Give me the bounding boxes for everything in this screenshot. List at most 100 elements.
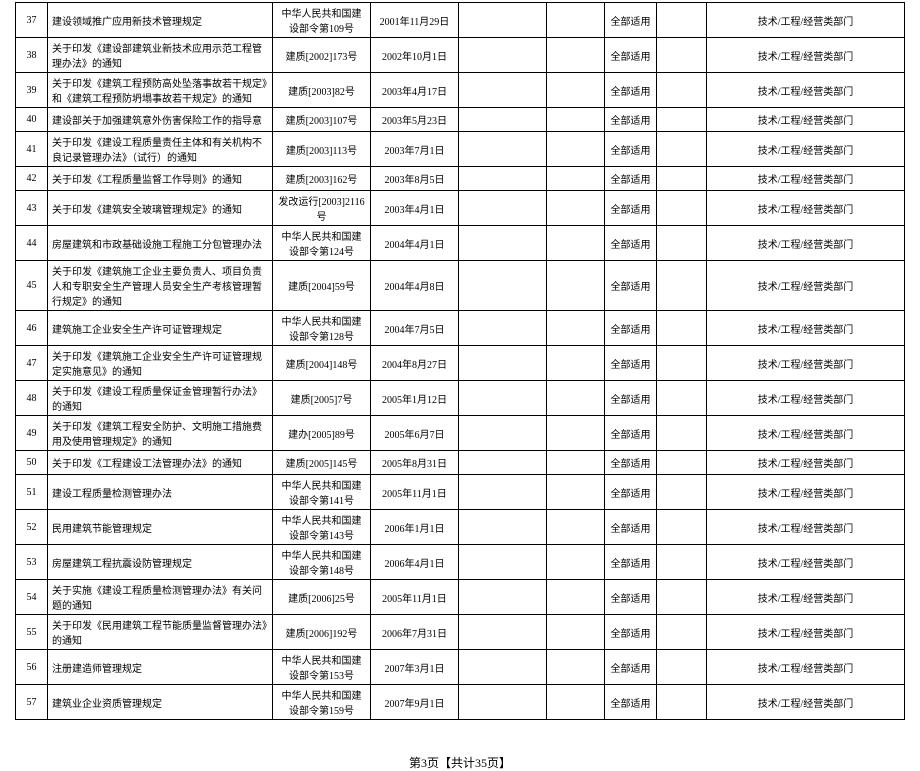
row-index: 40 xyxy=(16,108,48,132)
row-col-e xyxy=(459,685,547,720)
row-col-f xyxy=(547,3,605,38)
row-date: 2006年7月31日 xyxy=(371,615,459,650)
row-date: 2003年4月1日 xyxy=(371,191,459,226)
row-col-f xyxy=(547,685,605,720)
row-title: 建设部关于加强建筑意外伤害保险工作的指导意 xyxy=(48,108,273,132)
row-scope: 全部适用 xyxy=(605,191,657,226)
row-title: 关于印发《建筑施工企业主要负责人、项目负责人和专职安全生产管理人员安全生产考核管… xyxy=(48,261,273,311)
row-col-h xyxy=(657,226,707,261)
row-docnum: 中华人民共和国建设部令第141号 xyxy=(273,475,371,510)
row-col-h xyxy=(657,451,707,475)
row-index: 57 xyxy=(16,685,48,720)
row-dept: 技术/工程/经营类部门 xyxy=(707,191,905,226)
regulation-table: 37建设领域推广应用新技术管理规定中华人民共和国建设部令第109号2001年11… xyxy=(15,2,905,720)
row-docnum: 建质[2004]148号 xyxy=(273,346,371,381)
row-scope: 全部适用 xyxy=(605,416,657,451)
row-index: 44 xyxy=(16,226,48,261)
table-row: 49关于印发《建筑工程安全防护、文明施工措施费用及使用管理规定》的通知建办[20… xyxy=(16,416,905,451)
row-col-h xyxy=(657,167,707,191)
row-col-h xyxy=(657,381,707,416)
row-dept: 技术/工程/经营类部门 xyxy=(707,510,905,545)
table-row: 39关于印发《建筑工程预防高处坠落事故若干规定》和《建筑工程预防坍塌事故若干规定… xyxy=(16,73,905,108)
row-col-e xyxy=(459,381,547,416)
row-col-h xyxy=(657,580,707,615)
row-col-f xyxy=(547,261,605,311)
table-row: 50关于印发《工程建设工法管理办法》的通知建质[2005]145号2005年8月… xyxy=(16,451,905,475)
row-col-e xyxy=(459,650,547,685)
row-scope: 全部适用 xyxy=(605,451,657,475)
table-row: 45关于印发《建筑施工企业主要负责人、项目负责人和专职安全生产管理人员安全生产考… xyxy=(16,261,905,311)
row-docnum: 建质[2005]145号 xyxy=(273,451,371,475)
row-col-f xyxy=(547,73,605,108)
row-title: 房屋建筑工程抗震设防管理规定 xyxy=(48,545,273,580)
row-col-h xyxy=(657,191,707,226)
row-col-e xyxy=(459,510,547,545)
row-date: 2001年11月29日 xyxy=(371,3,459,38)
row-dept: 技术/工程/经营类部门 xyxy=(707,615,905,650)
row-col-f xyxy=(547,346,605,381)
row-col-h xyxy=(657,311,707,346)
row-title: 关于实施《建设工程质量检测管理办法》有关问题的通知 xyxy=(48,580,273,615)
row-dept: 技术/工程/经营类部门 xyxy=(707,545,905,580)
row-col-h xyxy=(657,545,707,580)
row-col-f xyxy=(547,545,605,580)
row-title: 房屋建筑和市政基础设施工程施工分包管理办法 xyxy=(48,226,273,261)
table-row: 54关于实施《建设工程质量检测管理办法》有关问题的通知建质[2006]25号20… xyxy=(16,580,905,615)
row-date: 2007年3月1日 xyxy=(371,650,459,685)
row-col-e xyxy=(459,226,547,261)
row-col-h xyxy=(657,615,707,650)
row-docnum: 中华人民共和国建设部令第124号 xyxy=(273,226,371,261)
row-date: 2003年8月5日 xyxy=(371,167,459,191)
row-date: 2005年11月1日 xyxy=(371,475,459,510)
table-row: 38关于印发《建设部建筑业新技术应用示范工程管理办法》的通知建质[2002]17… xyxy=(16,38,905,73)
row-docnum: 建质[2003]113号 xyxy=(273,132,371,167)
row-docnum: 中华人民共和国建设部令第128号 xyxy=(273,311,371,346)
row-docnum: 建办[2005]89号 xyxy=(273,416,371,451)
row-title: 关于印发《建筑施工企业安全生产许可证管理规定实施意见》的通知 xyxy=(48,346,273,381)
row-scope: 全部适用 xyxy=(605,311,657,346)
row-docnum: 中华人民共和国建设部令第148号 xyxy=(273,545,371,580)
row-dept: 技术/工程/经营类部门 xyxy=(707,381,905,416)
row-col-h xyxy=(657,475,707,510)
table-row: 42关于印发《工程质量监督工作导则》的通知建质[2003]162号2003年8月… xyxy=(16,167,905,191)
row-col-e xyxy=(459,311,547,346)
row-title: 建设领域推广应用新技术管理规定 xyxy=(48,3,273,38)
row-col-f xyxy=(547,311,605,346)
table-row: 51建设工程质量检测管理办法中华人民共和国建设部令第141号2005年11月1日… xyxy=(16,475,905,510)
row-title: 关于印发《建设工程质量保证金管理暂行办法》的通知 xyxy=(48,381,273,416)
row-col-f xyxy=(547,580,605,615)
row-date: 2004年4月1日 xyxy=(371,226,459,261)
table-row: 47关于印发《建筑施工企业安全生产许可证管理规定实施意见》的通知建质[2004]… xyxy=(16,346,905,381)
row-index: 37 xyxy=(16,3,48,38)
row-dept: 技术/工程/经营类部门 xyxy=(707,346,905,381)
row-index: 47 xyxy=(16,346,48,381)
table-row: 43关于印发《建筑安全玻璃管理规定》的通知发改运行[2003]2116号2003… xyxy=(16,191,905,226)
row-dept: 技术/工程/经营类部门 xyxy=(707,132,905,167)
row-docnum: 中华人民共和国建设部令第143号 xyxy=(273,510,371,545)
row-col-e xyxy=(459,580,547,615)
row-dept: 技术/工程/经营类部门 xyxy=(707,580,905,615)
row-col-h xyxy=(657,261,707,311)
table-row: 57建筑业企业资质管理规定中华人民共和国建设部令第159号2007年9月1日全部… xyxy=(16,685,905,720)
row-col-h xyxy=(657,650,707,685)
row-col-h xyxy=(657,132,707,167)
table-row: 46建筑施工企业安全生产许可证管理规定中华人民共和国建设部令第128号2004年… xyxy=(16,311,905,346)
row-title: 建筑施工企业安全生产许可证管理规定 xyxy=(48,311,273,346)
row-date: 2003年4月17日 xyxy=(371,73,459,108)
row-col-e xyxy=(459,416,547,451)
row-scope: 全部适用 xyxy=(605,226,657,261)
row-index: 55 xyxy=(16,615,48,650)
row-docnum: 建质[2006]192号 xyxy=(273,615,371,650)
row-col-e xyxy=(459,73,547,108)
row-col-e xyxy=(459,191,547,226)
row-date: 2007年9月1日 xyxy=(371,685,459,720)
row-date: 2003年5月23日 xyxy=(371,108,459,132)
row-title: 关于印发《建设工程质量责任主体和有关机构不良记录管理办法》（试行）的通知 xyxy=(48,132,273,167)
row-dept: 技术/工程/经营类部门 xyxy=(707,416,905,451)
row-dept: 技术/工程/经营类部门 xyxy=(707,451,905,475)
row-col-f xyxy=(547,132,605,167)
table-row: 37建设领域推广应用新技术管理规定中华人民共和国建设部令第109号2001年11… xyxy=(16,3,905,38)
row-index: 39 xyxy=(16,73,48,108)
row-scope: 全部适用 xyxy=(605,167,657,191)
row-col-f xyxy=(547,38,605,73)
